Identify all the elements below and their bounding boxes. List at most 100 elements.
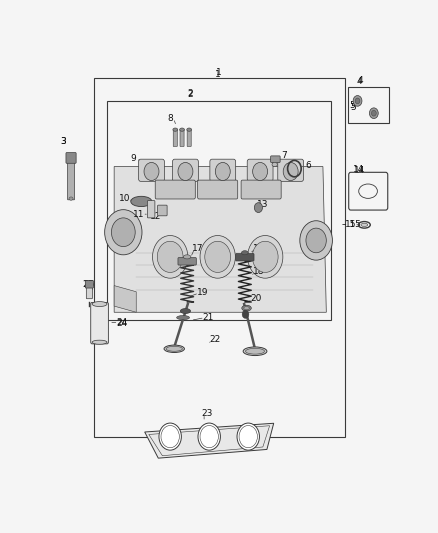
Circle shape (355, 98, 360, 104)
Ellipse shape (187, 128, 191, 131)
FancyBboxPatch shape (198, 180, 238, 199)
Ellipse shape (361, 223, 368, 227)
FancyBboxPatch shape (247, 159, 273, 181)
Text: 24: 24 (117, 319, 127, 328)
Circle shape (111, 218, 135, 247)
Polygon shape (114, 166, 326, 312)
Circle shape (144, 163, 159, 181)
Text: 25: 25 (82, 280, 93, 289)
Text: 6: 6 (306, 161, 311, 170)
Text: 21: 21 (202, 313, 214, 322)
Text: 8: 8 (167, 114, 173, 123)
Circle shape (215, 163, 230, 181)
FancyBboxPatch shape (86, 286, 92, 298)
Ellipse shape (69, 197, 73, 200)
Text: 16: 16 (253, 244, 265, 253)
Circle shape (242, 310, 249, 318)
Text: 24: 24 (117, 318, 127, 327)
FancyBboxPatch shape (278, 159, 304, 181)
Ellipse shape (246, 349, 265, 354)
Circle shape (306, 228, 326, 253)
Text: 9: 9 (130, 154, 136, 163)
Polygon shape (149, 426, 270, 456)
Ellipse shape (243, 347, 267, 356)
Text: 1: 1 (216, 68, 222, 77)
Text: 11: 11 (133, 209, 145, 219)
Ellipse shape (180, 128, 184, 131)
Polygon shape (145, 423, 274, 458)
FancyBboxPatch shape (66, 152, 76, 163)
FancyBboxPatch shape (67, 161, 74, 200)
Text: 4: 4 (356, 77, 362, 86)
Ellipse shape (241, 251, 248, 255)
Ellipse shape (177, 316, 190, 320)
Text: 22: 22 (209, 335, 221, 344)
Circle shape (254, 203, 262, 213)
Text: 18: 18 (253, 267, 264, 276)
FancyBboxPatch shape (180, 129, 184, 147)
Circle shape (198, 423, 220, 450)
Ellipse shape (244, 306, 249, 310)
FancyBboxPatch shape (148, 200, 155, 218)
Ellipse shape (272, 163, 277, 166)
Circle shape (200, 236, 235, 278)
Text: 14: 14 (353, 165, 364, 174)
Text: 2: 2 (188, 90, 193, 99)
Ellipse shape (242, 305, 251, 311)
Text: 25: 25 (83, 280, 94, 289)
FancyBboxPatch shape (271, 156, 280, 163)
Text: 10: 10 (119, 194, 131, 203)
Text: 13: 13 (257, 200, 268, 209)
FancyBboxPatch shape (173, 159, 198, 181)
Circle shape (247, 236, 283, 278)
Text: 23: 23 (202, 409, 213, 418)
FancyBboxPatch shape (210, 159, 236, 181)
Ellipse shape (92, 340, 107, 344)
Circle shape (159, 423, 181, 450)
Text: 20: 20 (250, 294, 261, 303)
Circle shape (152, 236, 188, 278)
Circle shape (353, 95, 362, 106)
Text: 12: 12 (149, 212, 161, 221)
FancyBboxPatch shape (241, 180, 281, 199)
Text: 3: 3 (60, 138, 66, 147)
FancyBboxPatch shape (173, 129, 177, 147)
Circle shape (253, 163, 268, 181)
Ellipse shape (92, 302, 107, 306)
Circle shape (252, 241, 278, 272)
Text: 17: 17 (192, 244, 204, 253)
Text: 3: 3 (60, 136, 66, 146)
Text: 7: 7 (281, 150, 287, 159)
Text: 14: 14 (354, 166, 365, 175)
Circle shape (237, 423, 259, 450)
Text: 5: 5 (350, 102, 357, 111)
Text: 4: 4 (357, 76, 363, 85)
FancyBboxPatch shape (155, 180, 195, 199)
FancyBboxPatch shape (158, 205, 167, 216)
Circle shape (105, 209, 142, 255)
Text: 1: 1 (215, 70, 221, 79)
Text: – 15: – 15 (343, 220, 361, 229)
Ellipse shape (131, 196, 152, 207)
FancyBboxPatch shape (178, 257, 196, 265)
Polygon shape (114, 286, 136, 312)
FancyBboxPatch shape (85, 281, 93, 288)
Circle shape (369, 108, 378, 118)
Circle shape (157, 241, 183, 272)
Circle shape (205, 241, 230, 272)
FancyBboxPatch shape (91, 302, 108, 344)
Ellipse shape (173, 128, 178, 131)
Circle shape (300, 221, 332, 260)
Text: 15: 15 (345, 220, 357, 229)
Ellipse shape (166, 346, 182, 351)
FancyBboxPatch shape (138, 159, 164, 181)
Circle shape (178, 163, 193, 181)
Circle shape (371, 110, 376, 116)
FancyBboxPatch shape (187, 129, 191, 147)
Circle shape (283, 163, 298, 181)
Text: 2: 2 (187, 89, 193, 98)
Ellipse shape (180, 309, 191, 313)
Text: 5: 5 (350, 101, 355, 109)
Text: 19: 19 (197, 288, 208, 297)
FancyBboxPatch shape (236, 254, 254, 261)
